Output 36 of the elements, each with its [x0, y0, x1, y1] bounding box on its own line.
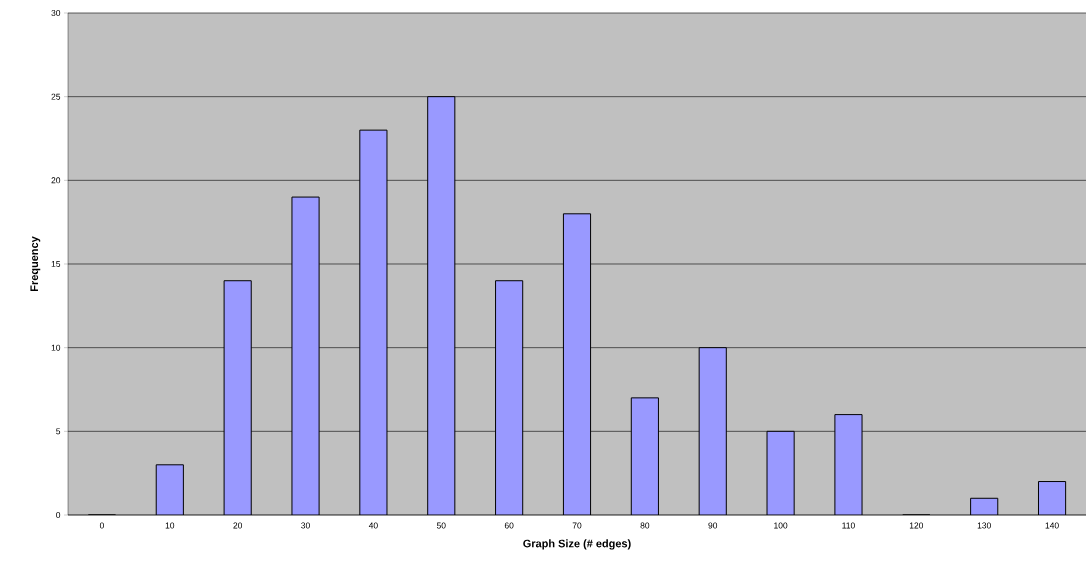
y-tick-label: 5 — [56, 428, 61, 435]
x-tick-label: 30 — [301, 522, 310, 529]
x-tick-label: 10 — [165, 522, 175, 529]
bar — [562, 213, 592, 515]
bar — [155, 464, 184, 515]
x-tick-label: 110 — [842, 522, 855, 529]
bar — [698, 347, 727, 515]
bar — [427, 96, 456, 515]
x-tick-label: 60 — [504, 522, 514, 529]
y-tick-label: 10 — [51, 344, 61, 351]
x-tick-label: 120 — [909, 522, 924, 529]
bar — [766, 430, 795, 515]
y-tick-label: 30 — [51, 10, 61, 16]
x-tick-label: 140 — [1045, 522, 1059, 529]
bar — [359, 129, 388, 515]
x-tick-label: 100 — [774, 522, 788, 529]
y-tick-label: 0 — [56, 512, 61, 518]
bar — [1037, 481, 1067, 515]
x-tick-label: 90 — [708, 522, 718, 529]
x-tick-label: 50 — [436, 522, 446, 529]
x-tick-label: 0 — [99, 522, 104, 529]
y-tick-label: 25 — [51, 93, 61, 100]
x-tick-label: 130 — [977, 522, 991, 529]
x-tick-label: 80 — [640, 522, 650, 529]
x-tick-label: 70 — [572, 522, 582, 529]
x-tick-label: 40 — [368, 522, 378, 529]
y-tick-label: 20 — [51, 177, 61, 184]
bar — [630, 397, 659, 515]
bar — [834, 414, 863, 515]
y-tick-label: 15 — [51, 261, 61, 267]
bar — [495, 280, 524, 515]
y-axis-title: Frequency — [30, 236, 41, 291]
x-axis-title: Graph Size (# edges) — [523, 539, 631, 550]
bar — [223, 280, 252, 515]
x-tick-label: 20 — [233, 522, 243, 529]
bar — [291, 196, 320, 515]
